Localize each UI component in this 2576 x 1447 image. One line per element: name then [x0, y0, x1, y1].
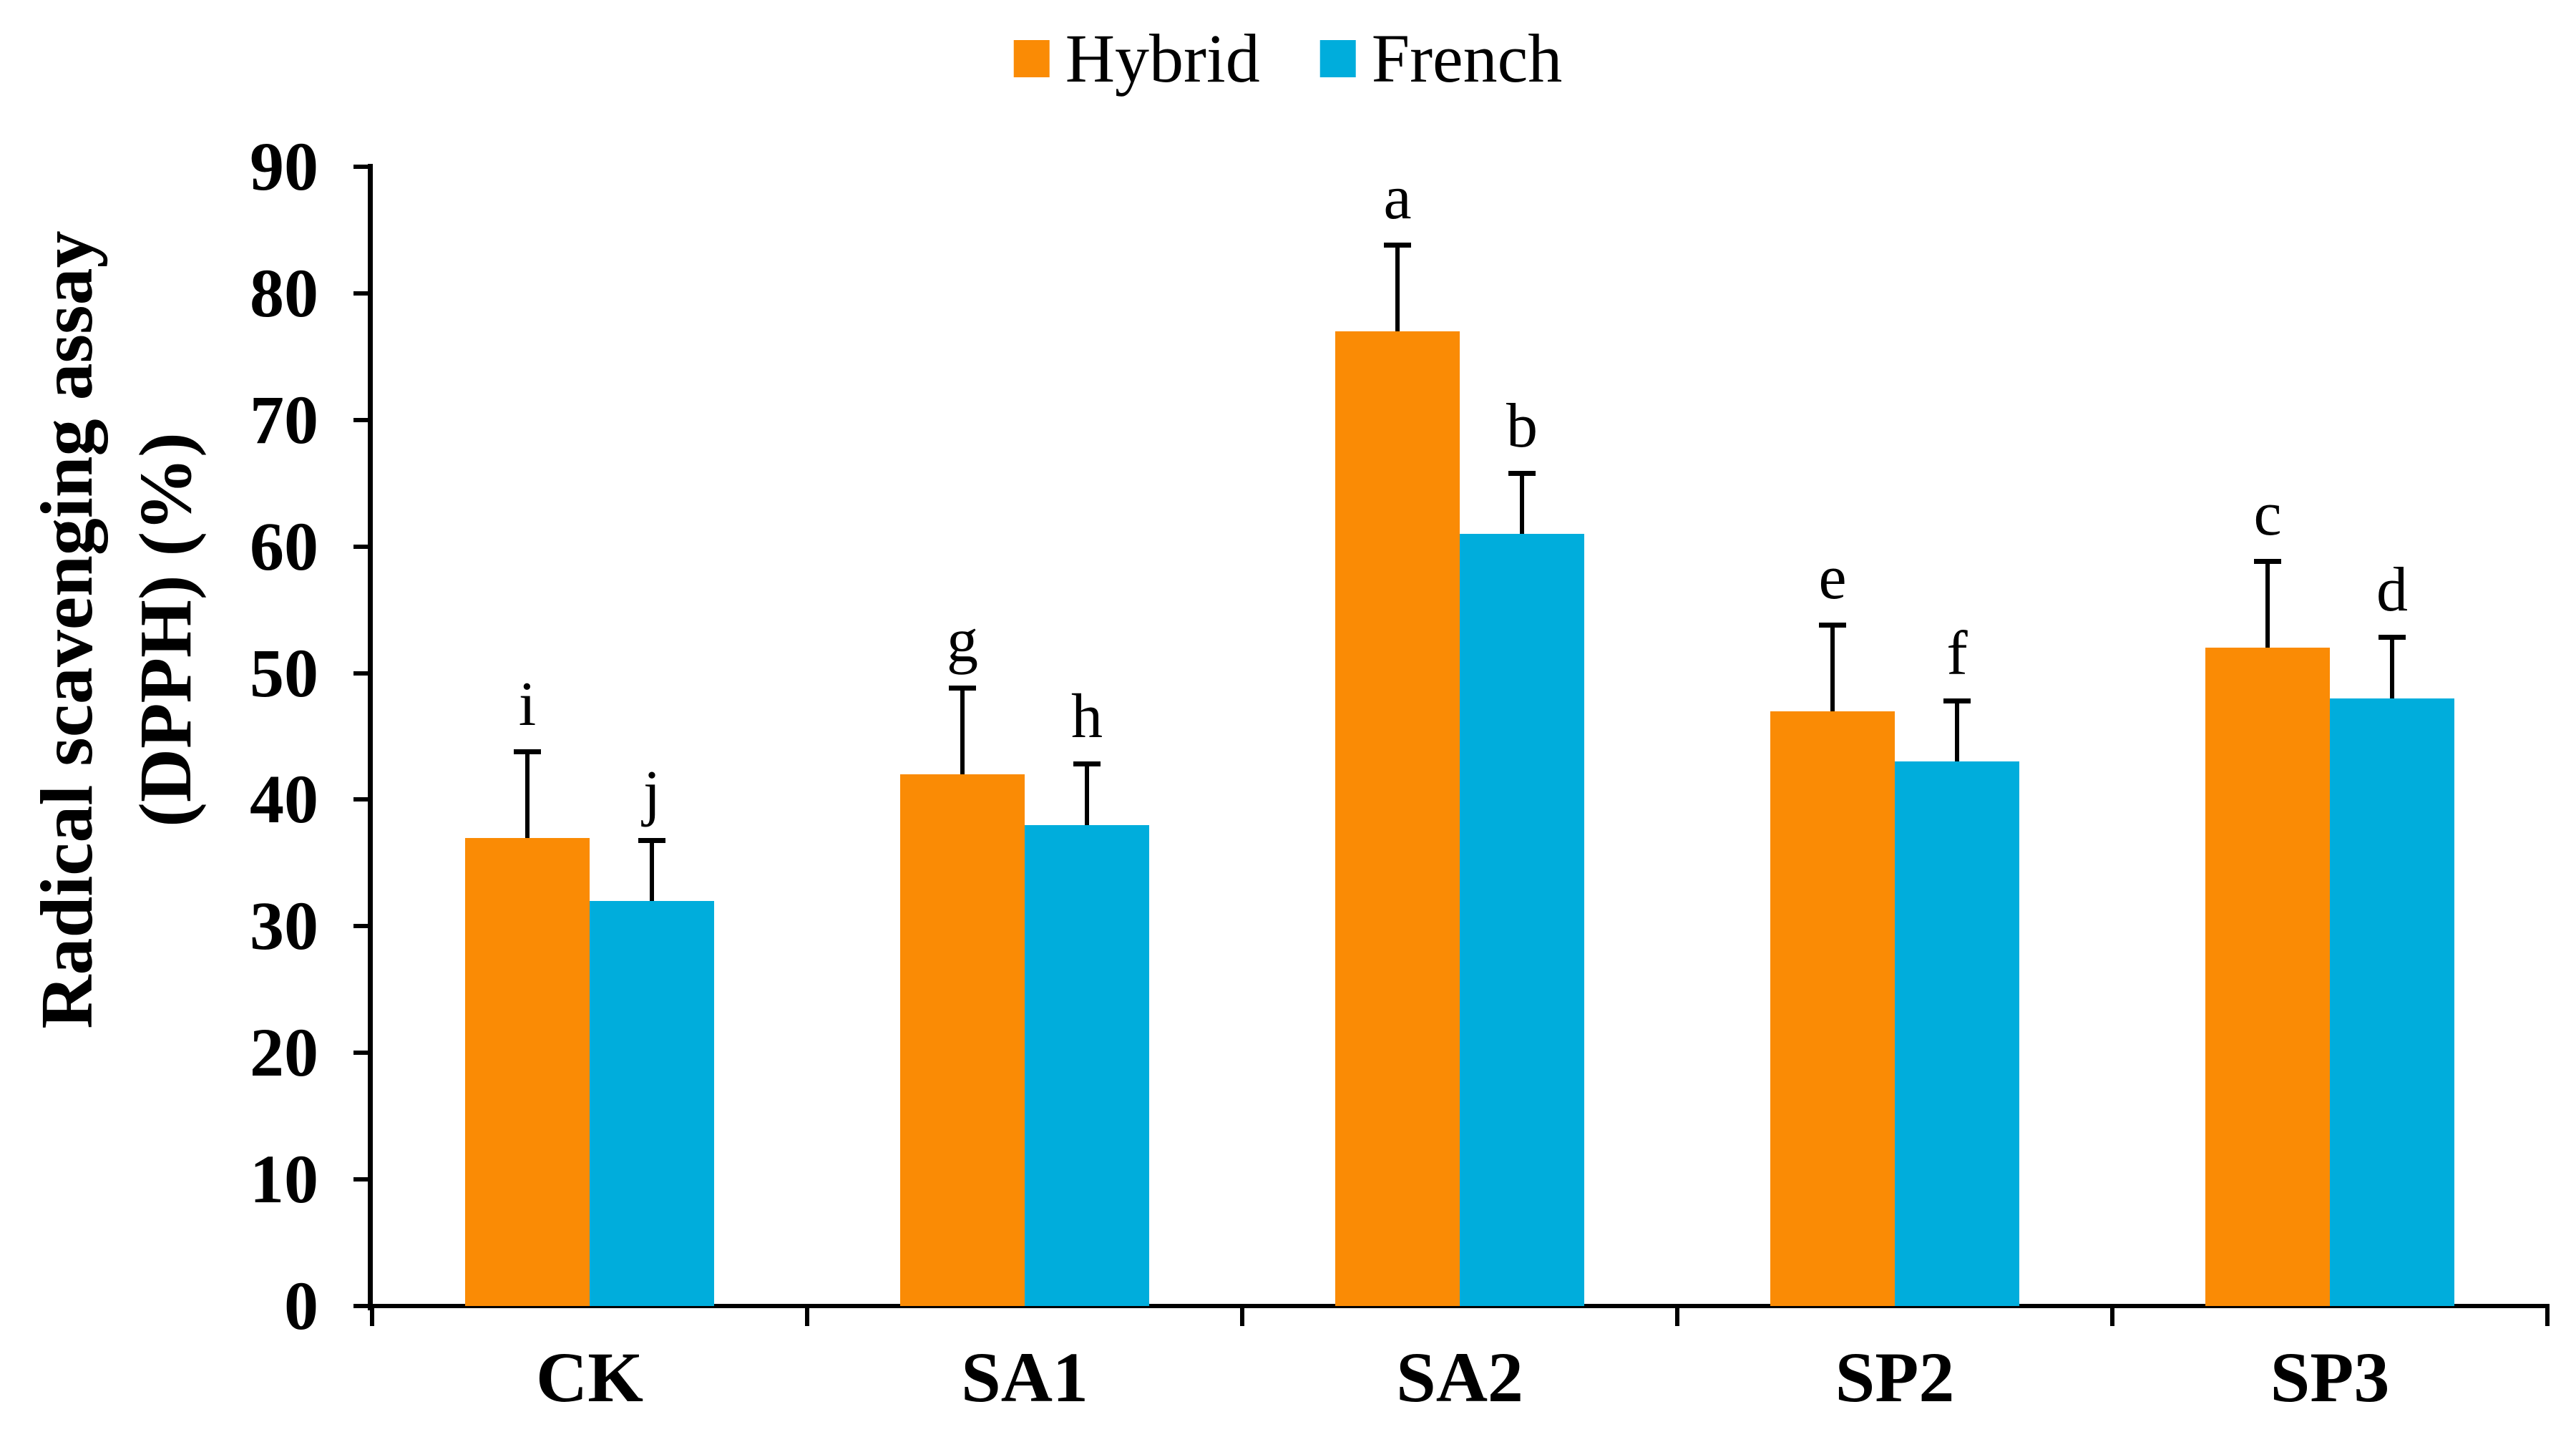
- y-axis-title: Radical scavenging assay (DPPH) (%): [18, 0, 218, 1447]
- y-tick: [353, 291, 372, 296]
- legend-label-french: French: [1371, 20, 1563, 97]
- error-bar-cap: [1943, 698, 1971, 703]
- error-bar-cap: [638, 837, 665, 843]
- x-category-label: SP3: [2270, 1338, 2390, 1417]
- y-tick-label: 30: [250, 887, 318, 965]
- x-tick: [805, 1306, 809, 1326]
- bar-french-sp2: [1895, 761, 2019, 1306]
- y-tick-label: 50: [250, 634, 318, 711]
- x-axis-line: [368, 1304, 2550, 1308]
- x-category-label: SA1: [961, 1338, 1088, 1417]
- error-bar-whisker: [525, 749, 530, 838]
- error-bar-whisker: [2265, 559, 2270, 648]
- error-bar-whisker: [1085, 761, 1089, 825]
- y-tick: [353, 1051, 372, 1056]
- bar-french-sa2: [1460, 533, 1584, 1306]
- y-tick: [353, 924, 372, 929]
- y-tick-label: 90: [250, 128, 318, 205]
- x-tick: [2545, 1306, 2550, 1326]
- error-bar-whisker: [1830, 622, 1835, 711]
- significance-letter: g: [947, 606, 978, 676]
- x-tick: [2110, 1306, 2114, 1326]
- error-bar-whisker: [960, 686, 965, 775]
- bar-hybrid-sp2: [1770, 711, 1895, 1306]
- y-axis-line: [368, 164, 373, 1310]
- bar-hybrid-sp3: [2205, 648, 2330, 1306]
- y-tick: [353, 797, 372, 802]
- significance-letter: d: [2376, 555, 2408, 625]
- bar-french-ck: [590, 900, 714, 1306]
- error-bar-cap: [1073, 761, 1101, 767]
- y-axis-title-line1: Radical scavenging assay: [26, 230, 108, 1029]
- y-tick-label: 0: [284, 1267, 318, 1344]
- bar-hybrid-sa1: [900, 774, 1025, 1306]
- significance-letter: a: [1383, 163, 1412, 233]
- error-bar-cap: [2254, 559, 2281, 565]
- error-bar-cap: [1819, 622, 1846, 628]
- error-bar-whisker: [1520, 470, 1524, 534]
- error-bar-cap: [949, 686, 976, 691]
- bar-hybrid-ck: [465, 837, 590, 1306]
- error-bar-whisker: [1395, 243, 1400, 331]
- significance-letter: e: [1818, 542, 1847, 613]
- x-tick: [1240, 1306, 1244, 1326]
- y-tick: [353, 544, 372, 549]
- significance-letter: f: [1946, 618, 1968, 688]
- legend-item-french: French: [1319, 20, 1563, 97]
- significance-letter: j: [643, 758, 661, 828]
- y-tick-label: 70: [250, 381, 318, 458]
- x-category-label: SA2: [1396, 1338, 1523, 1417]
- legend-label-hybrid: Hybrid: [1065, 20, 1260, 97]
- significance-letter: b: [1506, 391, 1538, 461]
- x-tick: [1675, 1306, 1679, 1326]
- y-tick: [353, 1304, 372, 1308]
- bar-french-sa1: [1025, 824, 1149, 1306]
- bar-hybrid-sa2: [1335, 331, 1460, 1306]
- y-tick: [353, 671, 372, 676]
- y-tick: [353, 1177, 372, 1182]
- error-bar-cap: [514, 749, 541, 754]
- error-bar-whisker: [650, 837, 654, 901]
- y-tick-label: 40: [250, 761, 318, 838]
- bar-french-sp3: [2330, 698, 2454, 1306]
- error-bar-whisker: [2390, 635, 2394, 698]
- legend-item-hybrid: Hybrid: [1013, 20, 1260, 97]
- legend-swatch-hybrid: [1013, 40, 1050, 77]
- x-category-label: CK: [536, 1338, 643, 1417]
- error-bar-cap: [1508, 470, 1536, 476]
- y-tick-label: 80: [250, 254, 318, 331]
- error-bar-whisker: [1955, 698, 1959, 762]
- x-category-label: SP2: [1835, 1338, 1955, 1417]
- y-tick-label: 10: [250, 1141, 318, 1218]
- y-tick-label: 20: [250, 1014, 318, 1091]
- significance-letter: c: [2253, 479, 2282, 550]
- significance-letter: h: [1071, 682, 1103, 752]
- y-axis-title-line2: (DPPH) (%): [125, 432, 207, 827]
- error-bar-cap: [2379, 635, 2406, 640]
- x-tick: [370, 1306, 374, 1326]
- legend: Hybrid French: [1013, 20, 1563, 97]
- significance-letter: i: [518, 669, 537, 739]
- legend-swatch-french: [1319, 40, 1356, 77]
- error-bar-cap: [1384, 243, 1411, 248]
- y-tick: [353, 165, 372, 169]
- y-tick: [353, 417, 372, 422]
- y-tick-label: 60: [250, 507, 318, 585]
